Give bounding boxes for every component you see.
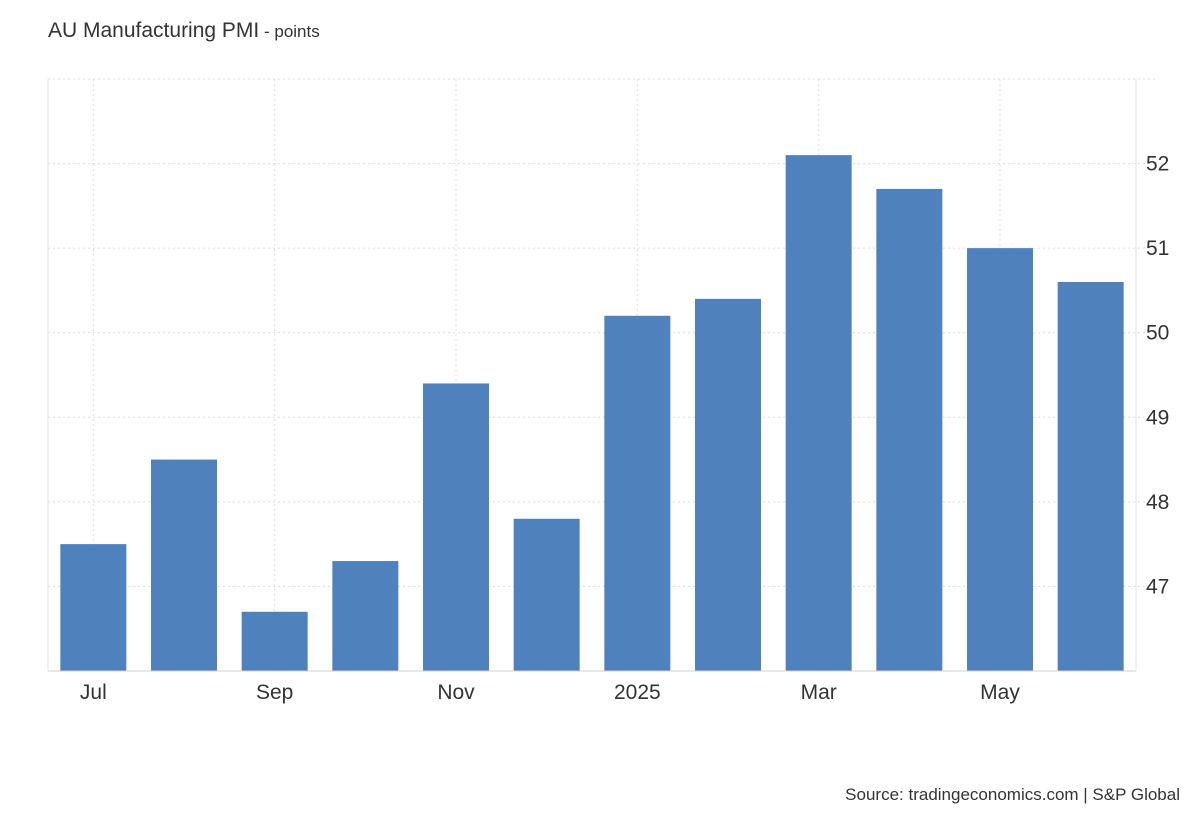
y-tick-label: 51	[1146, 237, 1169, 260]
x-tick-label: Mar	[801, 681, 837, 704]
y-tick-label: 50	[1146, 322, 1169, 345]
bar-sep	[241, 611, 308, 671]
y-axis-labels: 47 48 49 50 51 52	[1146, 153, 1169, 599]
y-tick-label: 48	[1146, 491, 1169, 514]
bar-nov	[423, 383, 489, 671]
x-tick-label: 2025	[614, 681, 661, 704]
bars	[60, 155, 1124, 672]
y-tick-label: 47	[1146, 575, 1169, 598]
chart-unit: - points	[259, 22, 320, 41]
x-tick-label: Nov	[437, 681, 475, 704]
bar-feb	[695, 298, 761, 671]
y-tick-label: 49	[1146, 406, 1169, 429]
bar-apr	[876, 188, 943, 671]
chart-header: AU Manufacturing PMI - points	[48, 19, 320, 43]
bar-2025	[604, 315, 671, 671]
bar-jul	[60, 544, 127, 671]
x-axis-labels: Jul Sep Nov 2025 Mar May	[80, 681, 1020, 704]
bar-oct	[332, 561, 399, 671]
chart-title: AU Manufacturing PMI	[48, 19, 260, 42]
bar-dec	[513, 518, 580, 671]
bar-mar	[785, 155, 852, 672]
bar-aug	[151, 459, 217, 671]
x-tick-label: Jul	[80, 681, 107, 704]
x-tick-label: May	[980, 681, 1020, 704]
x-tick-label: Sep	[256, 681, 293, 704]
source-note: Source: tradingeconomics.com | S&P Globa…	[845, 785, 1180, 804]
bar-may	[967, 248, 1033, 671]
y-tick-label: 52	[1146, 153, 1169, 176]
bar-jun	[1057, 281, 1124, 671]
